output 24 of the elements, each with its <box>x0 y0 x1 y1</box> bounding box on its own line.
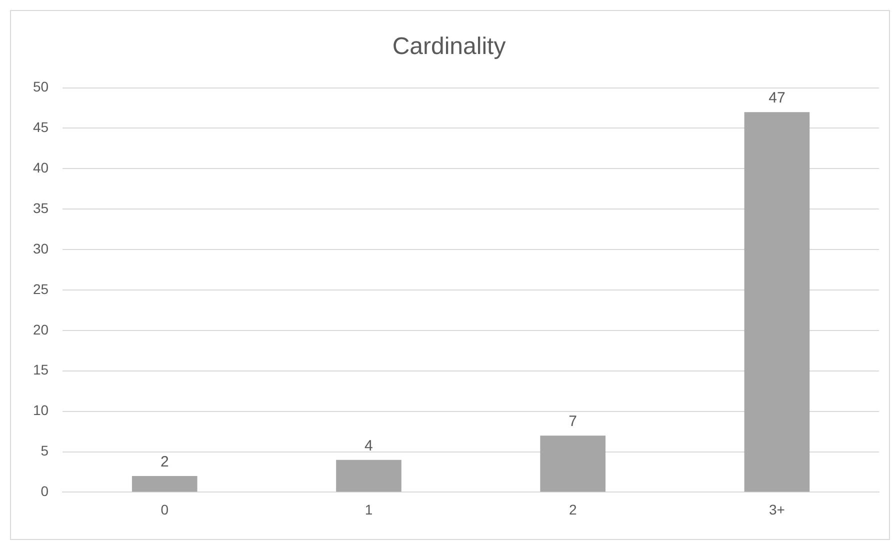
x-tick-label: 2 <box>568 501 577 518</box>
data-label: 47 <box>768 90 786 107</box>
y-tick-label: 20 <box>32 321 49 338</box>
y-tick-label: 25 <box>32 280 49 297</box>
x-tick-label: 3+ <box>768 501 785 518</box>
bar <box>132 476 198 492</box>
y-tick-label: 45 <box>32 119 49 136</box>
y-tick-label: 50 <box>32 78 49 95</box>
bar <box>744 112 810 492</box>
x-tick-label: 1 <box>364 501 373 518</box>
y-tick-label: 5 <box>40 442 49 459</box>
chart-title: Cardinality <box>392 33 506 60</box>
y-tick-label: 35 <box>32 200 49 216</box>
data-label: 7 <box>568 413 578 430</box>
x-tick-label: 0 <box>160 501 169 518</box>
y-tick-label: 15 <box>32 362 49 378</box>
y-tick-label: 10 <box>32 402 49 418</box>
bar <box>336 460 402 492</box>
y-tick-label: 0 <box>40 483 49 500</box>
data-label: 2 <box>160 454 169 471</box>
y-tick-label: 40 <box>32 160 49 176</box>
data-label: 4 <box>364 437 373 454</box>
y-tick-label: 30 <box>32 240 49 256</box>
bar <box>540 436 606 492</box>
